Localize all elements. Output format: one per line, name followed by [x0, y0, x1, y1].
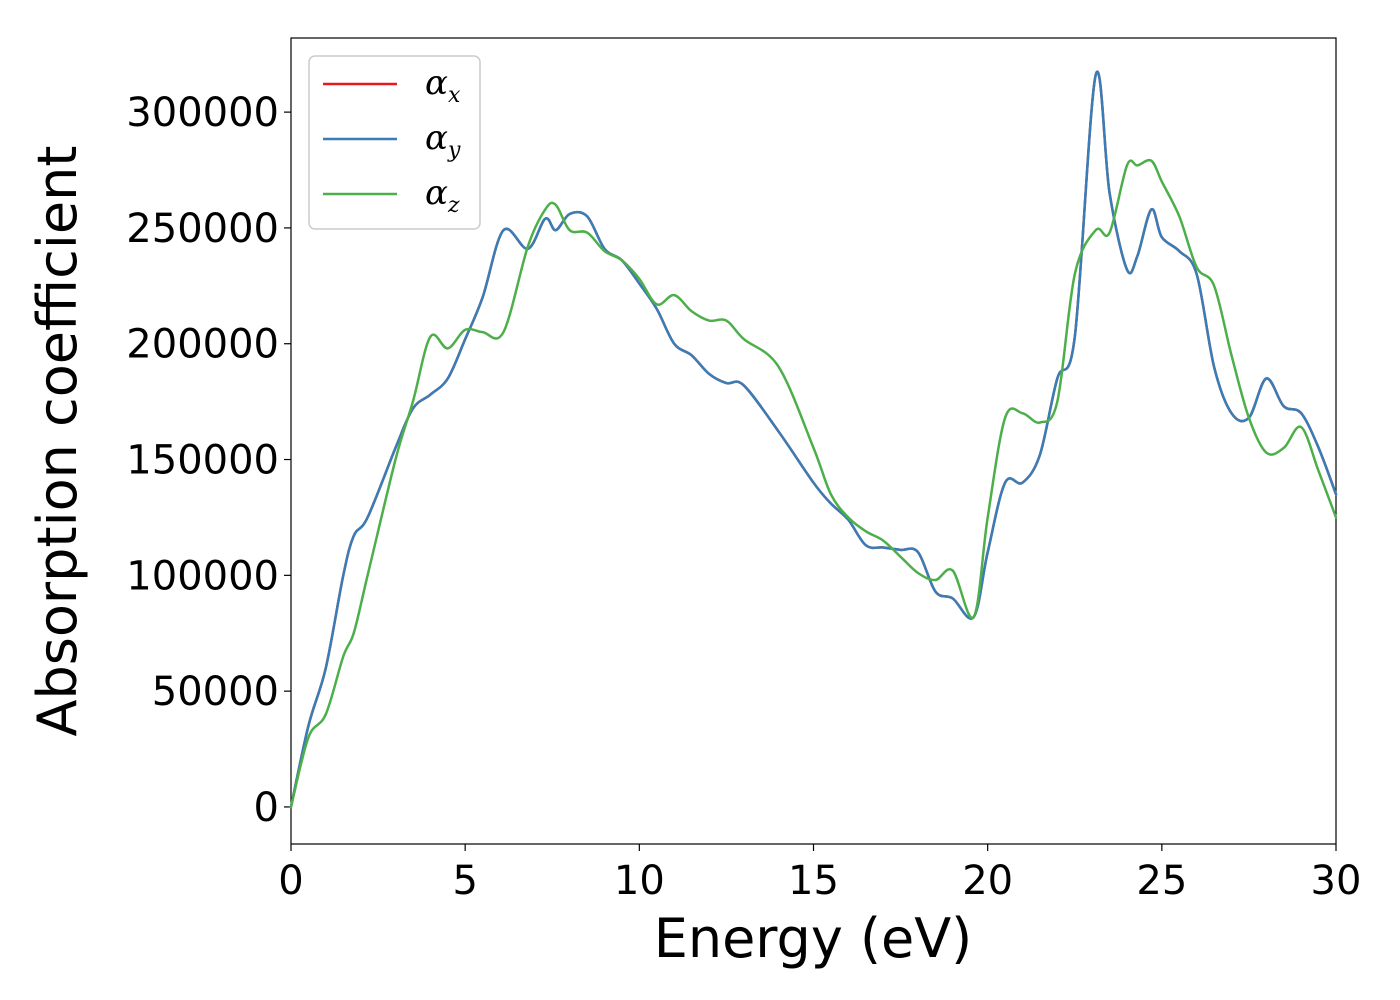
x-tick-label: 10 [614, 858, 665, 904]
x-axis-label: Energy (eV) [654, 907, 973, 970]
y-tick-label: 0 [254, 785, 279, 831]
legend-subscript: y [447, 138, 461, 163]
y-axis-ticks: 0 50000 100000 150000 200000 250000 300000 [126, 90, 291, 831]
x-tick-label: 20 [962, 858, 1013, 904]
y-tick-label: 150000 [126, 438, 279, 484]
legend-subscript: z [447, 193, 460, 218]
y-tick-label: 50000 [152, 669, 279, 715]
x-tick-label: 0 [278, 858, 303, 904]
x-tick-label: 5 [452, 858, 477, 904]
y-tick-label: 250000 [126, 206, 279, 252]
x-tick-label: 25 [1136, 858, 1187, 904]
y-axis-label: Absorption coefficient [26, 146, 89, 737]
x-tick-label: 15 [788, 858, 839, 904]
series-line-alpha-y [289, 70, 1338, 809]
x-axis-ticks: 0 5 10 15 20 25 30 [278, 844, 1361, 904]
y-tick-label: 300000 [126, 90, 279, 136]
legend-box [308, 55, 481, 230]
legend-subscript: x [448, 83, 461, 108]
x-tick-label: 30 [1311, 858, 1362, 904]
legend-label-alpha-z: αz [425, 173, 460, 218]
series-line-alpha-z [289, 158, 1338, 809]
y-tick-label: 200000 [126, 322, 279, 368]
y-tick-label: 100000 [126, 553, 279, 599]
series-lines [289, 70, 1338, 809]
